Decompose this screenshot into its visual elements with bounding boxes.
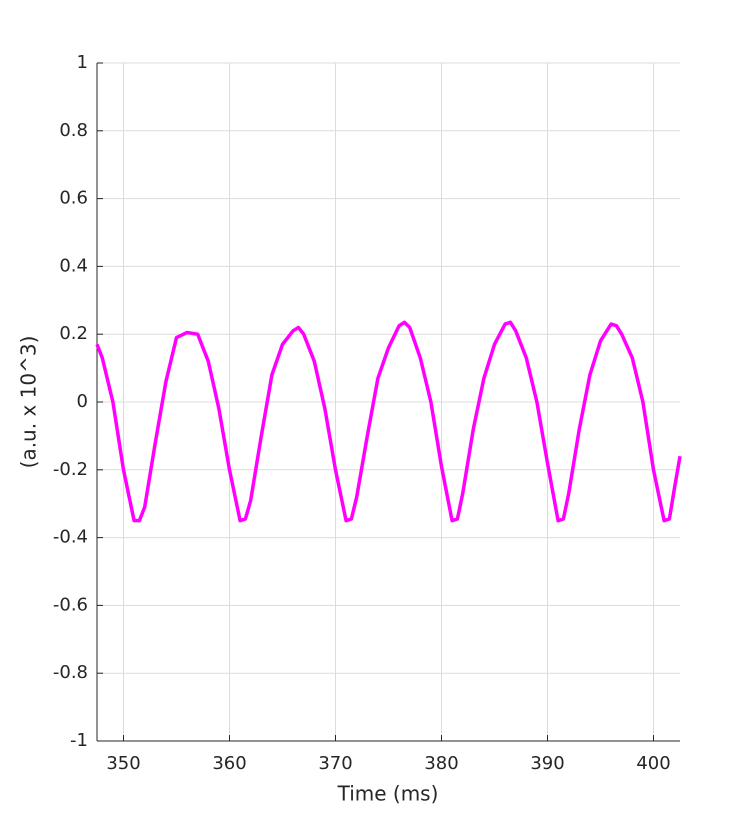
- x-tick-label: 350: [106, 753, 140, 774]
- y-tick-label: 0.2: [59, 323, 88, 344]
- x-tick-label: 390: [530, 753, 564, 774]
- y-axis-label: (a.u. x 10^3): [17, 336, 41, 469]
- y-tick-label: -1: [70, 730, 88, 751]
- y-tick-label: -0.8: [53, 662, 88, 683]
- data-line: [95, 320, 682, 523]
- y-tick-label: -0.6: [53, 594, 88, 615]
- x-tick-label: 360: [212, 753, 246, 774]
- x-axis-label: Time (ms): [337, 782, 439, 806]
- y-tick-label: 0.4: [59, 255, 88, 276]
- y-tick-label: 1: [77, 52, 88, 73]
- x-tick-label: 380: [424, 753, 458, 774]
- x-tick-label: 400: [636, 753, 670, 774]
- y-tick-label: 0.8: [59, 120, 88, 141]
- y-tick-label: -0.2: [53, 459, 88, 480]
- y-tick-label: 0: [77, 391, 88, 412]
- x-tick-label: 370: [318, 753, 352, 774]
- y-tick-label: -0.4: [53, 527, 88, 548]
- y-tick-label: 0.6: [59, 188, 88, 209]
